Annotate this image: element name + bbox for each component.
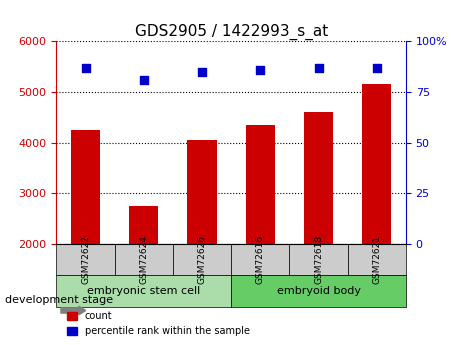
Title: GDS2905 / 1422993_s_at: GDS2905 / 1422993_s_at bbox=[134, 24, 328, 40]
Bar bbox=[246, 125, 275, 244]
FancyBboxPatch shape bbox=[173, 244, 231, 275]
Text: development stage: development stage bbox=[5, 295, 113, 305]
Bar bbox=[362, 85, 391, 244]
Point bbox=[140, 77, 147, 82]
Point bbox=[315, 65, 322, 70]
FancyBboxPatch shape bbox=[56, 244, 115, 275]
Point bbox=[82, 65, 89, 70]
FancyBboxPatch shape bbox=[348, 244, 406, 275]
Bar bbox=[129, 206, 158, 244]
Text: GSM72616: GSM72616 bbox=[256, 235, 265, 284]
FancyBboxPatch shape bbox=[290, 244, 348, 275]
Legend: count, percentile rank within the sample: count, percentile rank within the sample bbox=[64, 307, 254, 340]
Point bbox=[198, 69, 206, 75]
Text: embryoid body: embryoid body bbox=[276, 286, 360, 296]
Text: GSM72622: GSM72622 bbox=[81, 235, 90, 284]
Bar bbox=[71, 130, 100, 244]
Text: GSM72626: GSM72626 bbox=[198, 235, 207, 284]
FancyBboxPatch shape bbox=[56, 275, 231, 307]
Text: embryonic stem cell: embryonic stem cell bbox=[87, 286, 200, 296]
FancyBboxPatch shape bbox=[115, 244, 173, 275]
Text: GSM72621: GSM72621 bbox=[372, 235, 381, 284]
Bar bbox=[188, 140, 216, 244]
FancyBboxPatch shape bbox=[231, 244, 290, 275]
Text: GSM72618: GSM72618 bbox=[314, 235, 323, 284]
FancyBboxPatch shape bbox=[231, 275, 406, 307]
Text: GSM72624: GSM72624 bbox=[139, 235, 148, 284]
Point bbox=[373, 65, 380, 70]
Point bbox=[257, 67, 264, 72]
Bar bbox=[304, 112, 333, 244]
